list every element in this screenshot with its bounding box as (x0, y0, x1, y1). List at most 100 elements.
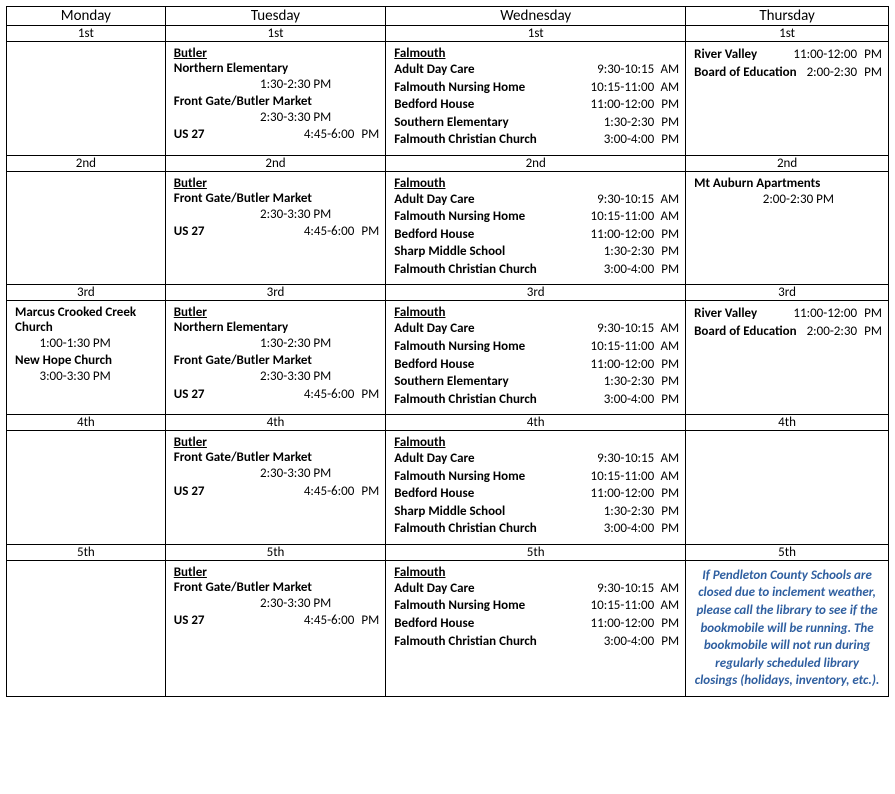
stop-time: 1:30-2:30 PM (604, 243, 679, 261)
stop-name: Front Gate/Butler Market (174, 94, 380, 109)
stop-time: 2:00-2:30 PM (807, 323, 882, 341)
week-header: 1st (7, 26, 166, 42)
stop-time: 4:45-6:00 PM (304, 612, 379, 630)
stop-row: Adult Day Care9:30-10:15 AM (394, 61, 679, 79)
area-heading: Butler (174, 176, 380, 191)
stop-time: 2:30-3:30 PM (174, 109, 380, 127)
stop-name: Northern Elementary (174, 61, 380, 76)
stop-row: US 274:45-6:00 PM (174, 612, 380, 630)
stop-time: 2:00-2:30 PM (694, 191, 882, 209)
stop-row: River Valley11:00-12:00 PM (694, 46, 882, 64)
stop-time: 2:30-3:30 PM (174, 368, 380, 386)
stop-name: Falmouth Christian Church (394, 261, 603, 279)
stop-row: Southern Elementary1:30-2:30 PM (394, 373, 679, 391)
schedule-cell: Marcus Crooked Creek Church1:00-1:30 PM … (7, 301, 166, 415)
schedule-cell: Butler Front Gate/Butler Market2:30-3:30… (165, 431, 386, 545)
stop-row: Bedford House11:00-12:00 PM (394, 356, 679, 374)
area-heading: Butler (174, 435, 380, 450)
area-heading: Falmouth (394, 176, 679, 191)
schedule-cell: Falmouth Adult Day Care9:30-10:15 AM Fal… (386, 171, 686, 285)
stop-name: Bedford House (394, 96, 590, 114)
stop-name: Sharp Middle School (394, 503, 603, 521)
stop-name: US 27 (174, 483, 304, 501)
stop-name: US 27 (174, 612, 304, 630)
stop-time: 1:30-2:30 PM (604, 503, 679, 521)
stop-time: 10:15-11:00 AM (591, 208, 680, 226)
stop-name: Board of Education (694, 323, 806, 341)
day-header: Tuesday (165, 7, 386, 26)
stop-name: Marcus Crooked Creek Church (15, 305, 159, 335)
schedule-cell: Butler Front Gate/Butler Market2:30-3:30… (165, 171, 386, 285)
stop-row: Falmouth Nursing Home10:15-11:00 AM (394, 208, 679, 226)
stop-time: 3:00-3:30 PM (15, 368, 159, 386)
stop-time: 11:00-12:00 PM (793, 46, 882, 64)
stop-time: 1:30-2:30 PM (174, 335, 380, 353)
stop-row: Falmouth Christian Church3:00-4:00 PM (394, 520, 679, 538)
week-header: 4th (7, 415, 166, 431)
stop-name: US 27 (174, 126, 304, 144)
week-header: 3rd (7, 285, 166, 301)
stop-name: Falmouth Christian Church (394, 633, 603, 651)
stop-name: Adult Day Care (394, 580, 597, 598)
stop-time: 1:30-2:30 PM (604, 114, 679, 132)
stop-name: Adult Day Care (394, 61, 597, 79)
stop-row: Bedford House11:00-12:00 PM (394, 485, 679, 503)
week-header: 4th (386, 415, 686, 431)
stop-name: Northern Elementary (174, 320, 380, 335)
stop-time: 11:00-12:00 PM (591, 356, 680, 374)
stop-time: 3:00-4:00 PM (604, 131, 679, 149)
week-header: 5th (7, 544, 166, 560)
schedule-cell: Butler Front Gate/Butler Market2:30-3:30… (165, 560, 386, 696)
stop-time: 1:30-2:30 PM (604, 373, 679, 391)
stop-time: 3:00-4:00 PM (604, 520, 679, 538)
stop-name: Front Gate/Butler Market (174, 450, 380, 465)
stop-row: Sharp Middle School1:30-2:30 PM (394, 503, 679, 521)
stop-name: Adult Day Care (394, 320, 597, 338)
stop-time: 1:30-2:30 PM (174, 76, 380, 94)
stop-row: Board of Education2:00-2:30 PM (694, 64, 882, 82)
schedule-cell: River Valley11:00-12:00 PM Board of Educ… (686, 301, 889, 415)
stop-row: Falmouth Christian Church3:00-4:00 PM (394, 633, 679, 651)
schedule-cell (686, 431, 889, 545)
schedule-cell: Falmouth Adult Day Care9:30-10:15 AM Fal… (386, 301, 686, 415)
stop-name: US 27 (174, 386, 304, 404)
stop-time: 9:30-10:15 AM (597, 450, 679, 468)
week-header: 2nd (7, 155, 166, 171)
stop-time: 2:30-3:30 PM (174, 595, 380, 613)
stop-row: US 274:45-6:00 PM (174, 126, 380, 144)
day-header: Thursday (686, 7, 889, 26)
week-header: 3rd (686, 285, 889, 301)
schedule-cell (7, 560, 166, 696)
stop-time: 11:00-12:00 PM (591, 226, 680, 244)
stop-name: Sharp Middle School (394, 243, 603, 261)
stop-name: Falmouth Nursing Home (394, 208, 590, 226)
stop-name: Falmouth Christian Church (394, 520, 603, 538)
area-heading: Butler (174, 565, 380, 580)
stop-name: Falmouth Nursing Home (394, 597, 590, 615)
week-header: 2nd (165, 155, 386, 171)
schedule-cell: River Valley11:00-12:00 PM Board of Educ… (686, 42, 889, 156)
stop-name: Bedford House (394, 226, 590, 244)
schedule-table: MondayTuesdayWednesdayThursday1st1st1st1… (6, 6, 889, 697)
stop-row: Adult Day Care9:30-10:15 AM (394, 191, 679, 209)
stop-time: 3:00-4:00 PM (604, 391, 679, 409)
stop-name: Mt Auburn Apartments (694, 176, 882, 191)
week-header: 1st (686, 26, 889, 42)
week-header: 3rd (165, 285, 386, 301)
stop-time: 9:30-10:15 AM (597, 61, 679, 79)
stop-name: Falmouth Christian Church (394, 391, 603, 409)
day-header: Monday (7, 7, 166, 26)
stop-row: Adult Day Care9:30-10:15 AM (394, 580, 679, 598)
stop-name: River Valley (694, 46, 793, 64)
stop-name: Southern Elementary (394, 373, 603, 391)
week-header: 2nd (386, 155, 686, 171)
stop-time: 10:15-11:00 AM (591, 338, 680, 356)
schedule-cell: If Pendleton County Schools are closed d… (686, 560, 889, 696)
schedule-cell: Butler Northern Elementary1:30-2:30 PM F… (165, 301, 386, 415)
stop-row: US 274:45-6:00 PM (174, 483, 380, 501)
schedule-cell: Butler Northern Elementary1:30-2:30 PM F… (165, 42, 386, 156)
stop-name: River Valley (694, 305, 793, 323)
stop-name: Front Gate/Butler Market (174, 353, 380, 368)
schedule-cell (7, 42, 166, 156)
stop-name: Southern Elementary (394, 114, 603, 132)
